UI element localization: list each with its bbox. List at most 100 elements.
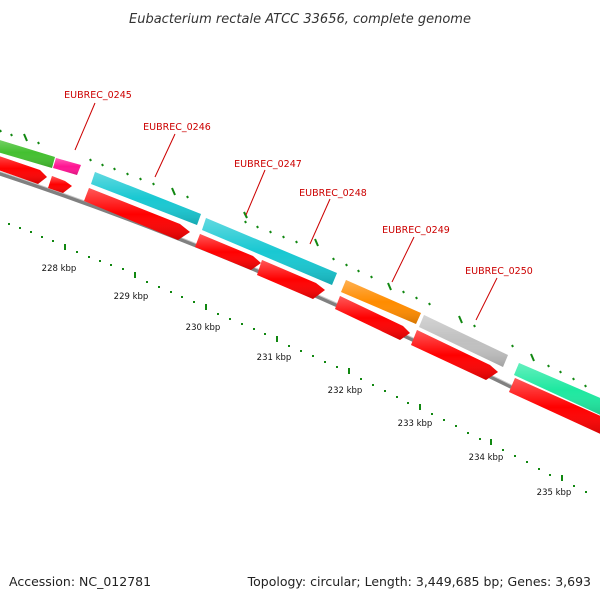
scale-dot — [30, 231, 32, 233]
cds-track — [0, 156, 600, 434]
scale-dot — [324, 361, 326, 363]
outer-tick — [332, 257, 335, 261]
scale-dot — [443, 419, 445, 421]
outer-tick — [0, 129, 2, 133]
outer-tick — [473, 324, 476, 328]
outer-tick — [139, 177, 142, 181]
accession-text: Accession: NC_012781 — [9, 574, 151, 589]
outer-tick — [572, 377, 575, 381]
scale-dot — [88, 256, 90, 258]
outer-tick — [547, 364, 550, 368]
gene-callouts — [74, 102, 498, 321]
scale-label: 233 kbp — [398, 419, 433, 429]
outer-tick-major — [314, 238, 319, 247]
scale-dot — [407, 402, 409, 404]
outer-tick — [186, 195, 189, 199]
scale-dot — [455, 425, 457, 427]
scale-dot — [396, 396, 398, 398]
outer-tick — [113, 167, 116, 171]
scale-label: 235 kbp — [537, 488, 572, 498]
scale-label: 229 kbp — [114, 292, 149, 302]
outer-tick — [345, 263, 348, 267]
scale-label: 228 kbp — [42, 264, 77, 274]
gene-label-eubrec-0246[interactable]: EUBREC_0246 — [143, 122, 211, 133]
outer-tick — [511, 344, 514, 348]
outer-tick — [428, 302, 431, 306]
outer-tick-major — [243, 211, 248, 219]
scale-dot — [170, 291, 172, 293]
scale-tick-major — [348, 368, 350, 374]
scale-dot — [52, 240, 54, 242]
scale-dot — [110, 264, 112, 266]
outer-tick — [126, 172, 129, 176]
scale-label: 231 kbp — [257, 353, 292, 363]
scale-dot — [431, 413, 433, 415]
gene-label-eubrec-0249[interactable]: EUBREC_0249 — [382, 225, 450, 236]
scale-dot — [573, 485, 575, 487]
outer-tick — [269, 230, 272, 234]
scale-dot — [467, 432, 469, 434]
outer-tick — [584, 384, 587, 388]
scale-dot — [336, 366, 338, 368]
callout-line-eubrec-0248 — [309, 198, 331, 245]
outer-tick-major — [387, 282, 392, 291]
scale-dot — [360, 378, 362, 380]
scale-tick-major — [561, 475, 563, 481]
scale-dot — [479, 438, 481, 440]
outer-tick — [152, 182, 155, 186]
outer-tick-track — [0, 129, 587, 388]
outer-tick — [89, 158, 92, 162]
scale-label: 232 kbp — [328, 386, 363, 396]
scale-dot — [502, 449, 504, 451]
genome-backbone — [0, 171, 600, 434]
outer-tick-major — [530, 353, 535, 362]
outer-tick — [256, 225, 259, 229]
scale-label: 234 kbp — [469, 453, 504, 463]
outer-tick — [244, 220, 247, 224]
callout-line-eubrec-0249 — [391, 236, 415, 283]
gene-label-eubrec-0247[interactable]: EUBREC_0247 — [234, 159, 302, 170]
outer-tick-major — [171, 187, 176, 196]
scale-label: 230 kbp — [186, 323, 221, 333]
scale-dot — [372, 384, 374, 386]
outer-tick-major — [458, 315, 463, 324]
scale-dot — [241, 323, 243, 325]
scale-dot — [193, 301, 195, 303]
gene-label-eubrec-0250[interactable]: EUBREC_0250 — [465, 266, 533, 277]
outer-tick — [415, 296, 418, 300]
scale-dot — [229, 318, 231, 320]
scale-tick-major — [276, 336, 278, 342]
map-title: Eubacterium rectale ATCC 33656, complete… — [129, 12, 471, 27]
gene-label-eubrec-0248[interactable]: EUBREC_0248 — [299, 188, 367, 199]
outer-tick — [559, 370, 562, 374]
scale-dot — [312, 355, 314, 357]
scale-dot — [8, 223, 10, 225]
scale-dot — [41, 236, 43, 238]
callout-line-eubrec-0250 — [475, 277, 498, 321]
scale-dot — [264, 333, 266, 335]
scale-dot — [76, 251, 78, 253]
scale-dot — [217, 313, 219, 315]
scale-dot — [288, 345, 290, 347]
scale-dot — [122, 268, 124, 270]
scale-dot — [19, 227, 21, 229]
scale-dot — [526, 461, 528, 463]
scale-dot — [538, 468, 540, 470]
callout-line-eubrec-0247 — [245, 169, 266, 216]
scale-dot — [146, 281, 148, 283]
scale-dot — [300, 350, 302, 352]
scale-tick-major — [134, 272, 136, 278]
scale-tick-major — [490, 439, 492, 445]
scale-labels: 228 kbp 229 kbp 230 kbp 231 kbp 232 kbp … — [42, 264, 572, 498]
outer-tick — [402, 290, 405, 294]
scale-ring — [8, 223, 587, 493]
summary-text: Topology: circular; Length: 3,449,685 bp… — [247, 574, 591, 589]
scale-tick-major — [419, 404, 421, 410]
gene-label-eubrec-0245[interactable]: EUBREC_0245 — [64, 90, 132, 101]
outer-tick — [37, 141, 40, 145]
scale-tick-major — [205, 304, 207, 310]
scale-dot — [181, 296, 183, 298]
scale-tick-major — [64, 244, 66, 250]
scale-dot — [99, 260, 101, 262]
